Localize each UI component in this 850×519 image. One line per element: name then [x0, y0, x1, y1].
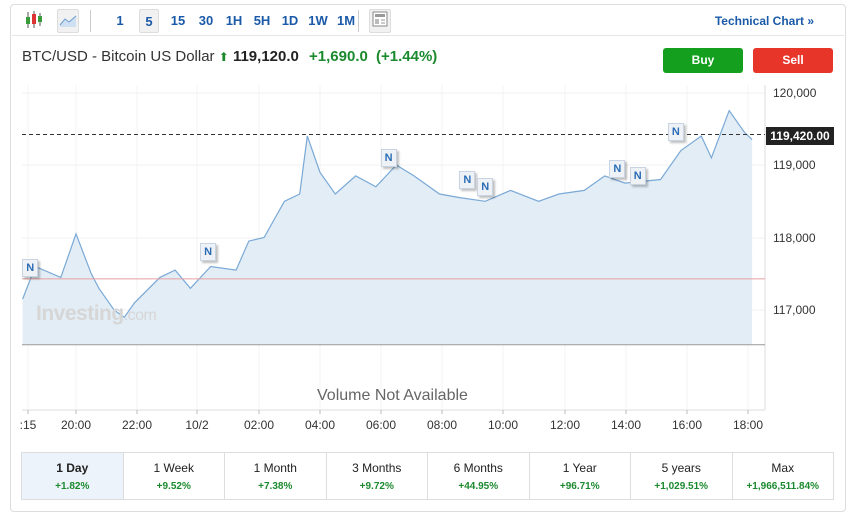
investing-watermark: Investing.com [36, 302, 157, 325]
period-label: 1 Month [253, 461, 297, 475]
news-marker-icon[interactable]: N [667, 123, 684, 142]
x-tick-label: 02:00 [243, 418, 275, 432]
interval-1[interactable]: 1 [116, 13, 124, 28]
sell-button[interactable]: Sell [753, 48, 833, 73]
period-change: +1,029.51% [654, 481, 709, 492]
period-1-year[interactable]: 1 Year +96.71% [530, 453, 631, 499]
instrument-header: BTC/USD - Bitcoin US Dollar ⬆ 119,120.0 … [22, 48, 437, 65]
period-max[interactable]: Max +1,966,511.84% [733, 453, 834, 499]
price-change: +1,690.0 [309, 48, 368, 65]
news-marker-icon[interactable]: N [22, 258, 39, 277]
chart-toolbar: 1 5 15 30 1H 5H 1D 1W 1M Technical Chart » [12, 6, 844, 36]
y-tick-label: 119,000 [773, 158, 816, 172]
period-1-week[interactable]: 1 Week +9.52% [124, 453, 225, 499]
y-tick-label: 117,000 [773, 303, 816, 317]
x-tick-label: 10/2 [185, 418, 209, 432]
buy-button[interactable]: Buy [663, 48, 743, 73]
news-marker-icon[interactable]: N [380, 148, 397, 167]
technical-chart-link[interactable]: Technical Chart » [714, 14, 814, 28]
period-change: +7.38% [258, 481, 293, 492]
period-label: Max [771, 461, 795, 475]
last-price: 119,120.0 [232, 48, 299, 65]
arrow-up-icon: ⬆ [218, 50, 229, 64]
period-label: 3 Months [352, 461, 402, 475]
news-marker-icon[interactable]: N [200, 243, 217, 261]
period-change: +1.82% [55, 481, 90, 492]
period-label: 1 Year [562, 461, 597, 475]
volume-not-available: Volume Not Available [317, 387, 468, 404]
period-label: 1 Day [56, 461, 89, 475]
period-change: +9.52% [156, 481, 191, 492]
period-change: +9.72% [359, 481, 394, 492]
x-tick-label: :15 [19, 418, 37, 432]
x-tick-label: 16:00 [671, 418, 703, 432]
interval-5[interactable]: 5 [139, 9, 159, 33]
performance-periods: 1 Day +1.82% 1 Week +9.52% 1 Month +7.38% 3 Mo… [21, 452, 834, 500]
x-tick-label: 20:00 [60, 418, 92, 432]
period-label: 1 Week [153, 461, 194, 475]
y-tick-label: 118,000 [773, 231, 816, 245]
period-6-months[interactable]: 6 Months +44.95% [428, 453, 530, 499]
x-tick-label: 04:00 [304, 418, 336, 432]
x-tick-label: 10:00 [487, 418, 519, 432]
period-change: +1,966,511.84% [746, 481, 820, 492]
current-price-label: 119,420.00 [766, 127, 834, 145]
news-layout-icon[interactable] [369, 9, 391, 33]
chart-widget [10, 4, 846, 512]
interval-30[interactable]: 30 [198, 13, 214, 28]
interval-1W[interactable]: 1W [308, 13, 328, 28]
interval-1H[interactable]: 1H [225, 13, 243, 28]
candlestick-chart-icon[interactable] [22, 9, 46, 33]
period-label: 5 years [661, 461, 701, 475]
period-1-month[interactable]: 1 Month +7.38% [225, 453, 327, 499]
divider [358, 10, 359, 32]
x-tick-label: 22:00 [121, 418, 153, 432]
interval-5H[interactable]: 5H [253, 13, 271, 28]
period-5-years[interactable]: 5 years +1,029.51% [631, 453, 733, 499]
price-area [22, 110, 753, 345]
period-label: 6 Months [453, 461, 503, 475]
period-change: +96.71% [559, 481, 600, 492]
interval-1M[interactable]: 1M [336, 13, 356, 28]
area-chart-icon[interactable] [57, 9, 79, 33]
interval-1D[interactable]: 1D [281, 13, 299, 28]
news-marker-icon[interactable]: N [609, 159, 626, 178]
news-marker-icon[interactable]: N [459, 170, 476, 189]
period-change: +44.95% [458, 481, 499, 492]
x-tick-label: 08:00 [426, 418, 458, 432]
period-1-day[interactable]: 1 Day +1.82% [22, 453, 124, 499]
divider [90, 10, 91, 32]
x-tick-label: 12:00 [549, 418, 581, 432]
news-marker-icon[interactable]: N [629, 166, 646, 185]
instrument-name: BTC/USD - Bitcoin US Dollar [22, 48, 215, 65]
news-marker-icon[interactable]: N [477, 177, 494, 196]
period-3-months[interactable]: 3 Months +9.72% [327, 453, 428, 499]
x-tick-label: 14:00 [610, 418, 642, 432]
y-tick-label: 120,000 [773, 86, 817, 100]
interval-15[interactable]: 15 [170, 13, 186, 28]
x-tick-label: 06:00 [365, 418, 397, 432]
price-change-pct: (+1.44%) [376, 48, 438, 65]
x-tick-label: 18:00 [732, 418, 764, 432]
